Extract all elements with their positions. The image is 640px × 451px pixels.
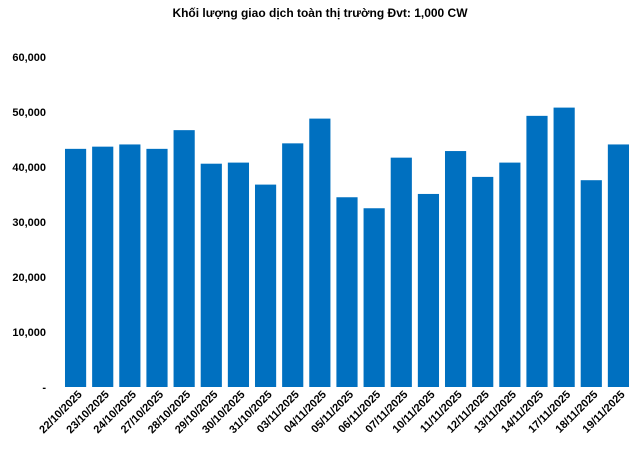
bar — [553, 107, 575, 387]
y-tick-label: 40,000 — [12, 162, 46, 174]
bar — [444, 151, 467, 387]
y-tick-label: 50,000 — [12, 107, 46, 119]
bar — [254, 184, 277, 387]
y-tick-label: 30,000 — [12, 217, 46, 229]
bar — [200, 163, 222, 387]
x-axis: 22/10/202523/10/202524/10/202527/10/2025… — [37, 389, 627, 436]
y-tick-label: 10,000 — [12, 327, 46, 339]
chart-title: Khối lượng giao dịch toàn thị trường Đvt… — [172, 6, 468, 20]
bar — [417, 193, 440, 387]
bars-group — [64, 107, 630, 387]
bar — [146, 148, 168, 387]
bar — [336, 197, 358, 387]
bar — [472, 176, 494, 387]
bar — [607, 144, 630, 387]
bar — [119, 144, 141, 387]
y-tick-label: - — [42, 382, 46, 394]
bar — [499, 162, 521, 387]
bar — [309, 118, 331, 387]
bar — [526, 115, 548, 387]
bar — [363, 208, 385, 387]
bar — [227, 162, 250, 387]
bar — [92, 146, 114, 387]
y-tick-label: 60,000 — [12, 52, 46, 64]
y-axis: - 10,000 20,000 30,000 40,000 50,000 60,000 — [12, 52, 46, 394]
y-tick-label: 20,000 — [12, 272, 46, 284]
bar — [173, 130, 195, 387]
bar — [282, 143, 304, 387]
bar — [390, 157, 412, 387]
bar — [580, 180, 602, 387]
bar — [64, 148, 87, 387]
